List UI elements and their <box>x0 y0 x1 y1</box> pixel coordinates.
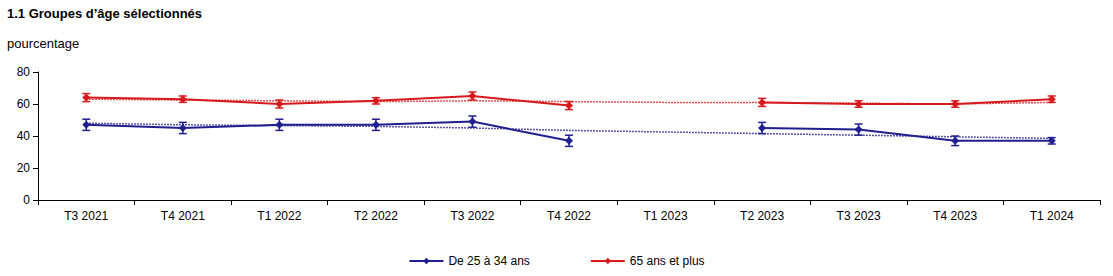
svg-text:80: 80 <box>17 65 31 79</box>
svg-text:T3 2022: T3 2022 <box>450 209 494 223</box>
svg-text:T2 2022: T2 2022 <box>354 209 398 223</box>
svg-text:T4 2022: T4 2022 <box>547 209 591 223</box>
svg-text:1.1 Groupes d’âge sélectionnés: 1.1 Groupes d’âge sélectionnés <box>7 6 202 21</box>
svg-text:pourcentage: pourcentage <box>7 36 79 51</box>
svg-text:T4 2023: T4 2023 <box>933 209 977 223</box>
svg-text:20: 20 <box>17 161 31 175</box>
svg-text:T1 2023: T1 2023 <box>644 209 688 223</box>
svg-text:T1 2022: T1 2022 <box>257 209 301 223</box>
svg-text:40: 40 <box>17 129 31 143</box>
svg-text:60: 60 <box>17 97 31 111</box>
svg-text:T4 2021: T4 2021 <box>161 209 205 223</box>
svg-text:T2 2023: T2 2023 <box>740 209 784 223</box>
svg-text:T1 2024: T1 2024 <box>1030 209 1074 223</box>
svg-text:0: 0 <box>23 193 30 207</box>
svg-text:T3 2021: T3 2021 <box>64 209 108 223</box>
svg-text:65 ans et plus: 65 ans et plus <box>630 254 705 268</box>
svg-text:De 25 à 34 ans: De 25 à 34 ans <box>448 254 529 268</box>
svg-text:T3 2023: T3 2023 <box>837 209 881 223</box>
